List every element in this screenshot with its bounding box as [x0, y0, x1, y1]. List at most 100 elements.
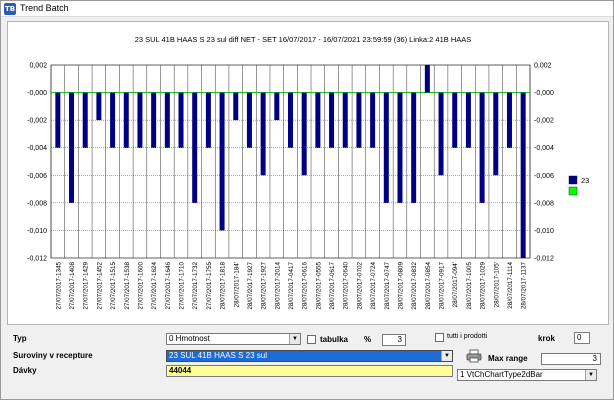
y-tick-label-left: -0,008 [27, 200, 47, 207]
bar [246, 92, 252, 148]
bar [465, 92, 471, 148]
x-tick-label: 28/07/2017-1114 [507, 262, 514, 309]
x-tick-label: 28/07/2017-0617 [329, 262, 336, 310]
bar [424, 65, 430, 93]
tutti-checkbox[interactable] [435, 333, 444, 342]
bar [315, 92, 321, 148]
x-tick-label: 27/07/2017-1538 [124, 262, 131, 310]
typ-select[interactable]: 0 Hmotnost ▼ [166, 333, 301, 345]
bar [452, 92, 458, 148]
typ-dropdown-icon[interactable]: ▼ [289, 334, 300, 344]
chart-panel: 23 SUL 41B HAAS S 23 sul diff NET - SET … [7, 21, 609, 325]
typ-label: Typ [13, 334, 27, 343]
y-tick-label-left: -0,006 [27, 173, 47, 180]
davky-label: Dávky [13, 366, 37, 375]
trend-app-icon: TB [4, 3, 16, 15]
y-tick-label-right: -0,008 [534, 200, 554, 207]
chart-type-select[interactable]: 1 VtChChartType2dBar ▼ [457, 369, 597, 381]
x-tick-label: 28/07/2017-0640 [343, 262, 350, 310]
x-tick-label: 28/07/2017-1927 [261, 262, 268, 310]
bar [110, 92, 116, 148]
bar [164, 92, 170, 148]
x-tick-label: 28/07/2017-1818 [220, 262, 227, 310]
x-tick-label: 27/07/2017-1600 [137, 262, 144, 310]
bar [506, 92, 512, 148]
y-tick-label-left: -0,002 [27, 118, 47, 125]
x-tick-label: 28/07/2017-0854 [425, 262, 432, 310]
x-tick-label: 28/07/2017-0917 [439, 262, 446, 310]
bar [151, 92, 157, 148]
title-bar: TB Trend Batch [1, 1, 613, 17]
x-tick-label: 27/07/2017-1624 [151, 262, 158, 310]
bar [520, 92, 526, 258]
bar [233, 92, 239, 121]
tabulka-label: tabulka [320, 335, 349, 344]
x-tick-label: 28/07/2017-2014 [274, 262, 281, 310]
bar [479, 92, 485, 203]
x-tick-label: 28/07/2017-094' [452, 262, 459, 307]
bar [370, 92, 376, 148]
x-tick-label: 27/07/2017-1710 [179, 262, 186, 310]
suroviny-dropdown-icon[interactable]: ▼ [441, 351, 452, 361]
davky-input[interactable]: 44044 [166, 365, 453, 377]
legend-swatch-23 [568, 175, 578, 185]
y-tick-label-left: -0,000 [27, 90, 47, 97]
x-tick-label: 27/07/2017-1345 [55, 262, 62, 310]
bar [274, 92, 280, 121]
x-tick-label: 28/07/2017-1005 [466, 262, 473, 310]
max-range-label: Max range [488, 354, 528, 363]
y-tick-label-right: -0,000 [534, 90, 554, 97]
percent-input[interactable]: 3 [382, 334, 406, 346]
bar [329, 92, 335, 148]
y-tick-label-left: -0,012 [27, 256, 47, 263]
x-tick-label: 27/07/2017-1408 [69, 262, 76, 310]
x-tick-label: 28/07/2017-1137 [521, 262, 528, 310]
max-range-input[interactable]: 3 [541, 353, 601, 365]
x-tick-label: 27/07/2017-1646 [165, 262, 172, 310]
x-tick-label: 28/07/2017-0724 [370, 262, 377, 310]
x-tick-label: 27/07/2017-1429 [83, 262, 90, 310]
bar [69, 92, 75, 203]
bar [178, 92, 184, 148]
percent-label: % [364, 335, 372, 344]
tabulka-checkbox[interactable] [307, 335, 316, 344]
chart-type-value: 1 VtChChartType2dBar [460, 370, 543, 379]
legend-swatch-2 [568, 186, 578, 196]
bar [219, 92, 225, 231]
krok-label: krok [538, 334, 555, 343]
y-tick-label-right: -0,010 [534, 228, 554, 235]
x-tick-label: 28/07/2017-105' [493, 262, 500, 307]
bar [397, 92, 403, 203]
y-tick-label-left: -0,004 [27, 145, 47, 152]
bar [342, 92, 348, 148]
settings-form: Typ 0 Hmotnost ▼ tabulka % 3 tutti i pro… [1, 329, 613, 399]
bar [123, 92, 129, 148]
y-tick-label-left: -0,010 [27, 228, 47, 235]
chart-title: 23 SUL 41B HAAS S 23 sul diff NET - SET … [135, 35, 472, 44]
krok-input[interactable]: 0 [574, 332, 590, 344]
bar [82, 92, 88, 148]
bar [288, 92, 293, 148]
x-tick-label: 27/07/2017-1515 [110, 262, 117, 310]
legend-label-23: 23 [581, 176, 589, 185]
window-title: Trend Batch [20, 3, 69, 13]
typ-select-value: 0 Hmotnost [169, 334, 210, 343]
bar [137, 92, 143, 148]
x-tick-label: 28/07/2017-1927 [247, 262, 254, 310]
suroviny-select-value: 23 SUL 41B HAAS S 23 sul [169, 351, 267, 360]
x-tick-label: 28/07/2017-0702 [356, 262, 363, 310]
trend-chart: 23 SUL 41B HAAS S 23 sul diff NET - SET … [27, 35, 589, 310]
bar [192, 92, 198, 203]
y-tick-label-right: -0,004 [534, 145, 554, 152]
bar [55, 92, 61, 148]
suroviny-select[interactable]: 23 SUL 41B HAAS S 23 sul ▼ [166, 350, 453, 362]
bar [205, 92, 211, 148]
x-tick-label: 28/07/2017-0832 [411, 262, 418, 310]
suroviny-label: Suroviny v recepture [13, 351, 93, 360]
x-tick-label: 28/07/2017-0809 [397, 262, 404, 310]
chart-type-dropdown-icon[interactable]: ▼ [585, 370, 596, 380]
printer-icon[interactable] [466, 349, 482, 363]
x-tick-label: 28/07/2017-0616 [302, 262, 309, 310]
x-tick-label: 27/07/2017-1732 [192, 262, 199, 310]
